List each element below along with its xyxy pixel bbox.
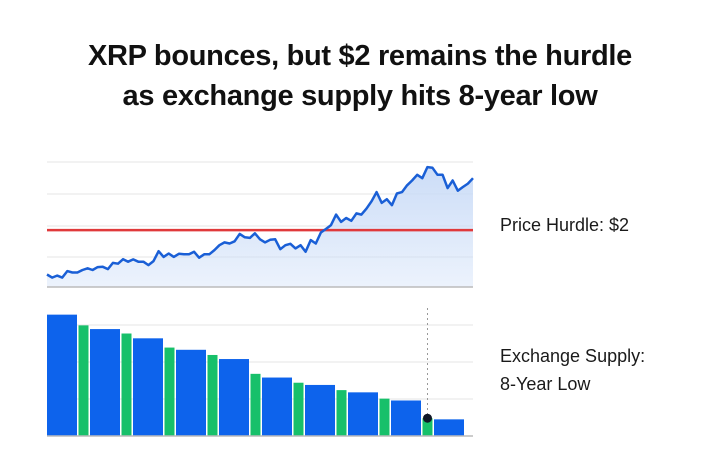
bar-green bbox=[379, 398, 390, 436]
bar-green bbox=[121, 333, 132, 436]
title-line-2: as exchange supply hits 8-year low bbox=[122, 80, 598, 112]
bar-green bbox=[207, 354, 218, 436]
supply-label-line-2: 8-Year Low bbox=[500, 374, 591, 394]
bar-green bbox=[164, 347, 175, 436]
bar-blue bbox=[391, 400, 421, 436]
bar-green bbox=[293, 382, 304, 436]
bar-blue bbox=[90, 329, 120, 436]
chart-title: XRP bounces, but $2 remains the hurdle a… bbox=[0, 36, 720, 116]
price-area bbox=[47, 167, 473, 287]
bar-blue bbox=[348, 392, 378, 436]
bar-green bbox=[336, 390, 347, 436]
supply-bar-chart bbox=[47, 308, 473, 437]
bar-blue bbox=[133, 338, 163, 436]
bar-green bbox=[78, 325, 89, 436]
supply-label-line-1: Exchange Supply: bbox=[500, 346, 646, 366]
marker-dot bbox=[423, 413, 432, 423]
bar-blue bbox=[219, 359, 249, 436]
bar-blue bbox=[434, 419, 464, 436]
title-line-1: XRP bounces, but $2 remains the hurdle bbox=[87, 40, 633, 72]
bar-blue bbox=[176, 349, 206, 436]
price-hurdle-label: Price Hurdle: $2 bbox=[500, 215, 630, 235]
bar-green bbox=[422, 418, 433, 436]
bar-blue bbox=[47, 314, 77, 436]
price-line-chart bbox=[46, 161, 474, 288]
bar-blue bbox=[262, 377, 292, 436]
bar-green bbox=[250, 373, 261, 436]
bar-blue bbox=[305, 384, 335, 436]
price-line bbox=[46, 165, 474, 279]
